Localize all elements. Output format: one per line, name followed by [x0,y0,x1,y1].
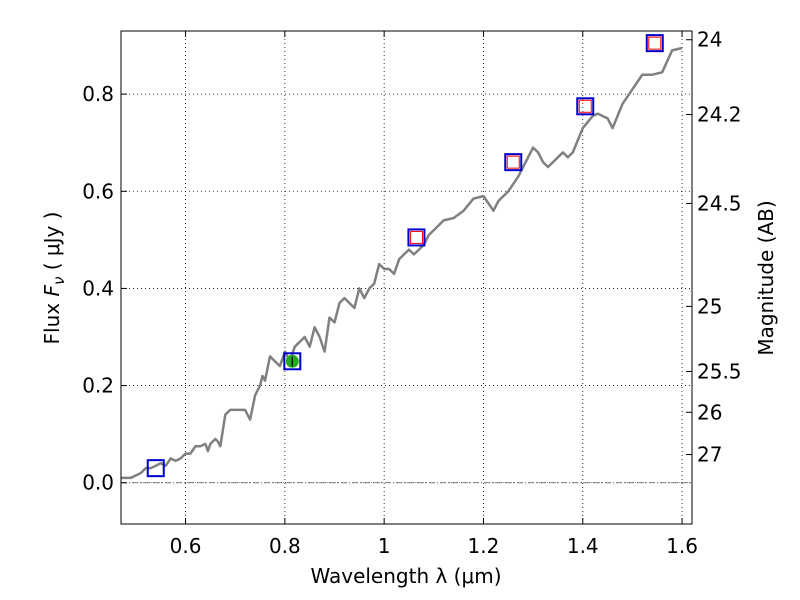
photometry-square-2 [407,228,426,247]
y-tick-label-0: 0.0 [82,471,114,495]
y-axis-title-suffix: ( μJy ) [40,212,64,277]
x-tick-label-3: 1.2 [468,534,500,558]
y2-tick-label-3: 25 [697,294,722,318]
y-axis-title-symbol: F [40,285,64,297]
photometry-square-inner-4 [578,99,592,113]
x-tick-label-5: 1.6 [666,534,698,558]
photometry-square-4 [576,97,595,116]
y2-tick-label-6: 27 [697,443,722,467]
photometry-square-5 [645,34,664,53]
photometry-square-inner-2 [409,230,423,244]
plot-frame [120,30,693,525]
y-tick-label-2: 0.4 [82,276,114,300]
photometry-square-3 [504,153,523,172]
spectrum-line-0 [121,46,683,480]
axis-ticks: 0.6 0.8 1 1.2 1.4 1.6 0.0 0.2 0.4 0.6 0.8 24 24.2 24.… [82,28,741,558]
photometry-markers: I [146,34,664,478]
photometry-square-1 [283,352,302,371]
y2-tick-label-1: 24.2 [697,103,742,127]
x-tick-label-2: 1 [378,534,391,558]
photometry-square-inner-5 [648,36,662,50]
series-layer [121,46,683,480]
y-axis-title-subscript: ν [50,277,68,285]
highlight-point-label: I [290,355,294,370]
x-tick-label-4: 1.4 [567,534,599,558]
y2-axis-title: Magnitude (AB) [754,200,778,355]
y2-tick-label-4: 25.5 [697,359,742,383]
y-axis-title-prefix: Flux [40,297,64,345]
photometry-square-inner-3 [506,155,520,169]
y-axis-title: Flux Fν ( μJy ) [40,212,68,345]
y2-tick-label-5: 26 [697,400,722,424]
y2-tick-label-2: 24.5 [697,191,742,215]
y-tick-label-4: 0.8 [82,82,114,106]
highlight-point [285,354,299,368]
x-axis-title: Wavelength λ (μm) [310,564,501,588]
y-tick-label-1: 0.2 [82,374,114,398]
x-tick-label-1: 0.8 [269,534,301,558]
x-tick-label-0: 0.6 [170,534,202,558]
y2-tick-label-0: 24 [697,28,722,52]
photometry-square-0 [146,459,165,478]
y-tick-label-3: 0.6 [82,179,114,203]
